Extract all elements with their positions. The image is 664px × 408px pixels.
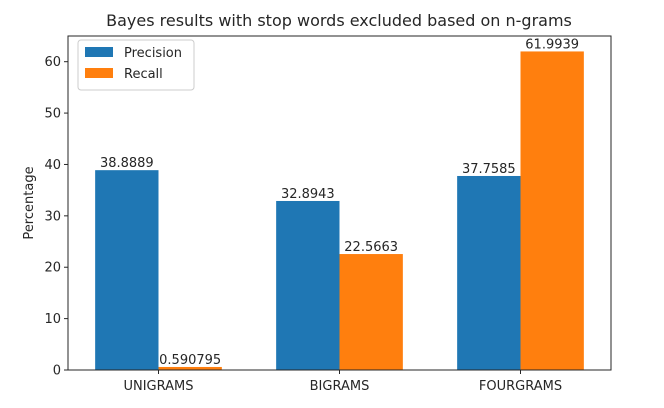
bar-value-label: 22.5663 [344, 240, 398, 255]
y-tick-label: 20 [44, 261, 61, 276]
bar-recall [339, 254, 403, 370]
legend-swatch-precision [85, 47, 113, 57]
y-tick-label: 60 [44, 55, 61, 70]
legend-label-recall: Recall [124, 67, 163, 82]
y-tick-label: 50 [44, 107, 61, 122]
plot-frame [67, 35, 612, 371]
y-tick-label: 30 [44, 209, 61, 224]
legend-swatch-recall [85, 68, 113, 78]
bar-value-label: 32.8943 [281, 187, 335, 202]
legend: Precision Recall [77, 39, 195, 91]
bar-value-label: 37.7585 [462, 162, 516, 177]
x-tick-label: UNIGRAMS [123, 379, 193, 394]
y-tick-label: 40 [44, 158, 61, 173]
bar-precision [457, 175, 521, 370]
bar-recall [520, 51, 584, 371]
y-axis-label: Percentage [22, 166, 37, 239]
bar-labels: 38.8889 0.590795 32.8943 22.5663 37.7585 61.9… [100, 37, 579, 368]
chart-title: Bayes results with stop words excluded b… [106, 11, 572, 30]
bar-value-label: 61.9939 [525, 37, 579, 52]
legend-label-precision: Precision [124, 46, 182, 61]
bar-precision [276, 200, 340, 370]
bars [95, 51, 584, 371]
y-axis-ticks: 0 10 20 30 40 50 60 [44, 55, 68, 379]
bar-value-label: 38.8889 [100, 156, 154, 171]
x-tick-label: FOURGRAMS [479, 379, 562, 394]
y-tick-label: 0 [53, 364, 61, 379]
x-tick-label: BIGRAMS [310, 379, 370, 394]
y-tick-label: 10 [44, 312, 61, 327]
x-axis-ticks: UNIGRAMS BIGRAMS FOURGRAMS [123, 370, 562, 394]
bar-precision [95, 170, 159, 370]
bar-value-label: 0.590795 [159, 353, 221, 368]
bar-recall [158, 366, 222, 370]
